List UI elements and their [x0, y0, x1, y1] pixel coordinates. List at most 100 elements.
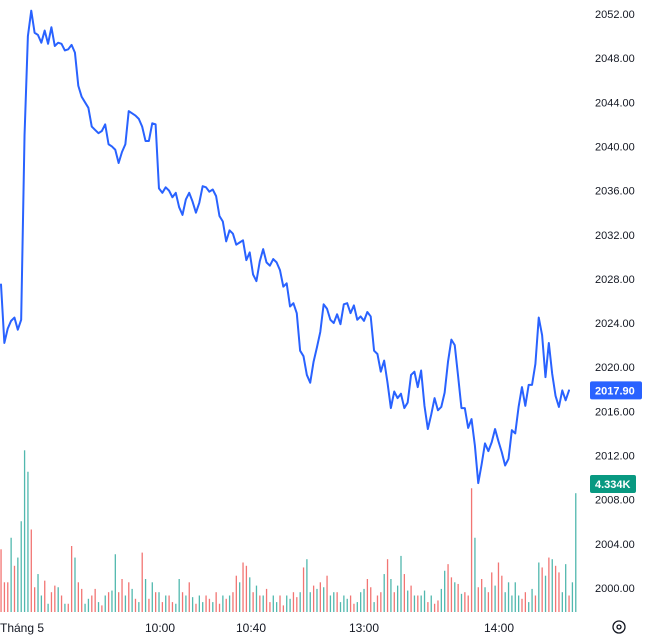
volume-bar — [276, 602, 278, 612]
volume-bar — [568, 595, 570, 612]
volume-bar — [47, 603, 49, 612]
volume-bar — [380, 592, 382, 612]
volume-bar — [128, 582, 130, 612]
volume-bar — [91, 595, 93, 612]
volume-bar — [440, 588, 442, 612]
volume-bar — [306, 559, 308, 612]
last-price-badge: 2017.90 — [590, 381, 642, 400]
volume-bar — [299, 592, 301, 612]
y-tick-label: 2000.00 — [595, 583, 635, 595]
volume-bar — [343, 595, 345, 612]
x-tick-label: 10:40 — [236, 621, 266, 635]
volume-bar — [195, 603, 197, 612]
volume-bar — [454, 582, 456, 612]
volume-bar — [481, 579, 483, 612]
volume-bar — [373, 602, 375, 612]
volume-bar — [554, 565, 557, 612]
last-price-badge-text: 2017.90 — [595, 385, 635, 397]
volume-bar — [521, 598, 523, 612]
volume-bar — [191, 597, 194, 612]
volume-bar — [477, 587, 479, 612]
price-line-layer — [0, 9, 570, 485]
volume-bar — [7, 582, 9, 612]
y-tick-label: 2020.00 — [595, 362, 635, 374]
volume-bar — [437, 600, 439, 612]
volume-bar — [218, 603, 221, 612]
gear-icon[interactable] — [612, 620, 626, 634]
volume-bar — [262, 595, 264, 612]
volume-bar — [215, 592, 217, 612]
volume-bar — [222, 595, 224, 612]
volume-bars — [0, 450, 577, 612]
volume-bar — [279, 595, 281, 612]
volume-bar — [353, 603, 355, 612]
volume-bar — [205, 595, 207, 612]
volume-bar — [575, 493, 577, 612]
volume-bar — [514, 582, 516, 612]
volume-bar — [336, 592, 338, 612]
volume-bar — [363, 588, 365, 612]
gear-icon-ring — [612, 620, 626, 634]
y-axis: 2052.00 2048.00 2044.00 2040.00 2036.00 2032.… — [595, 9, 635, 595]
volume-bar — [312, 585, 315, 612]
volume-bar — [467, 595, 469, 612]
y-tick-label: 2036.00 — [595, 186, 635, 198]
volume-bar — [433, 603, 436, 612]
volume-bar — [242, 562, 244, 612]
volume-bar — [417, 595, 419, 612]
volume-bar — [464, 592, 466, 612]
volume-bar — [114, 554, 116, 612]
volume-bar — [420, 595, 422, 612]
volume-bar — [447, 564, 449, 612]
volume-bar — [245, 565, 248, 612]
last-volume-badge-bg — [590, 475, 636, 493]
volume-bar — [265, 588, 268, 612]
last-price-badge-bg — [590, 381, 642, 400]
volume-bar — [225, 598, 227, 612]
volume-bar — [413, 595, 416, 612]
volume-bar — [474, 537, 476, 612]
volume-bar — [94, 588, 96, 612]
volume-bar — [534, 595, 537, 612]
volume-bar — [524, 592, 527, 612]
volume-bar — [356, 602, 358, 612]
volume-bar — [148, 598, 150, 612]
y-tick-label: 2052.00 — [595, 9, 635, 21]
volume-bar — [20, 521, 22, 612]
volume-bar — [165, 595, 167, 612]
volume-bar — [497, 562, 500, 612]
y-tick-label: 2012.00 — [595, 451, 635, 463]
volume-bar — [558, 572, 560, 612]
volume-bar — [272, 595, 274, 612]
volume-bar — [27, 471, 29, 612]
volume-bar — [84, 603, 86, 612]
volume-bar — [168, 595, 170, 612]
volume-bar — [561, 592, 563, 612]
volume-bar — [329, 595, 332, 612]
volume-bar — [249, 577, 251, 612]
volume-bar — [60, 595, 63, 612]
volume-bar — [30, 529, 32, 612]
volume-bar — [87, 598, 90, 612]
volume-bar — [269, 602, 271, 612]
volume-bar — [185, 595, 187, 612]
volume-bar — [450, 577, 453, 612]
volume-bar — [131, 588, 133, 612]
x-tick-label: Tháng 5 — [0, 621, 44, 635]
volume-bar — [386, 559, 389, 612]
volume-bar — [319, 582, 321, 612]
volume-bar — [239, 582, 241, 612]
volume-bar — [161, 602, 164, 612]
volume-bar — [175, 603, 177, 612]
volume-bar — [118, 592, 120, 612]
volume-bar — [77, 582, 79, 612]
volume-bar — [121, 579, 123, 612]
volume-bar — [23, 450, 26, 612]
volume-bar — [360, 592, 362, 612]
volume-bar — [37, 574, 39, 612]
volume-bar — [366, 579, 369, 612]
volume-bar — [538, 562, 540, 612]
volume-bar — [111, 590, 113, 612]
last-value-badges: 2017.90 4.334K — [590, 381, 642, 493]
